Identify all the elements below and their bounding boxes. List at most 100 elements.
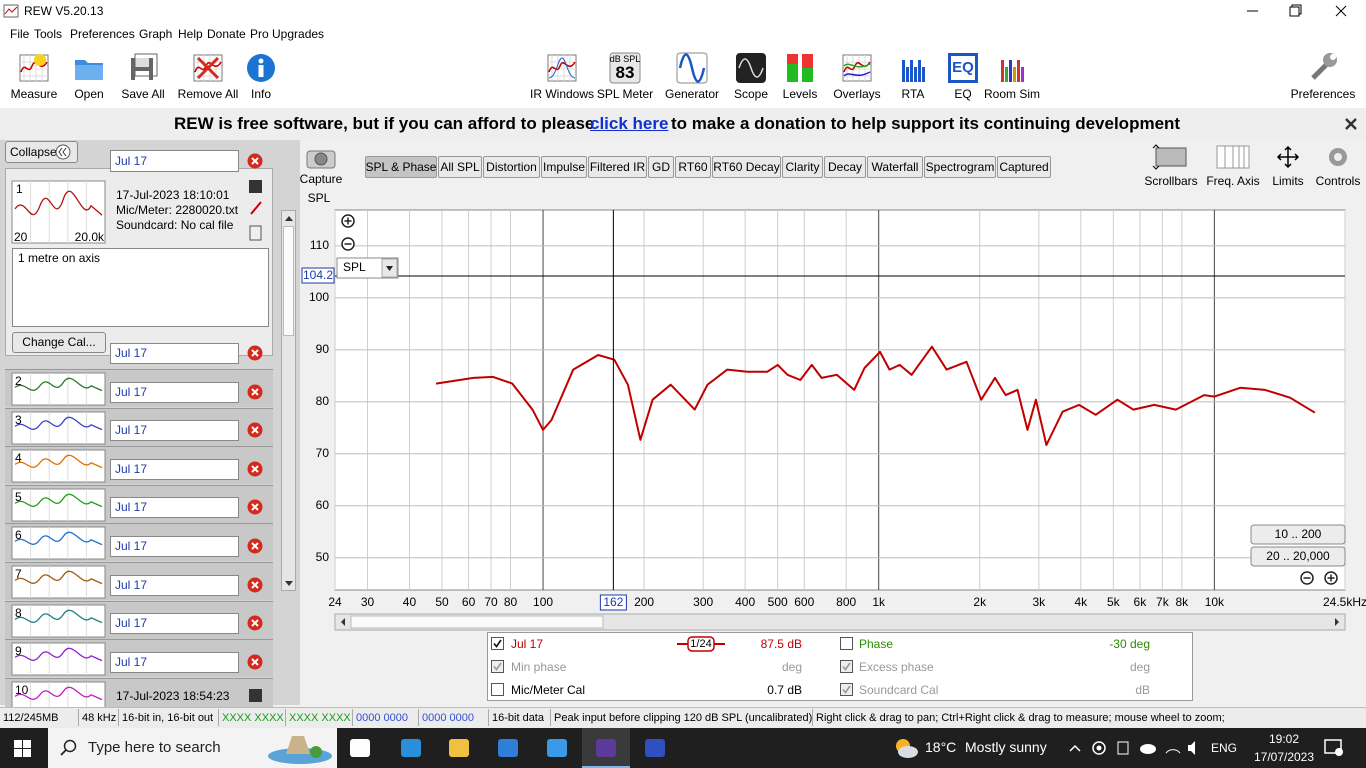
menu-item[interactable]: Help bbox=[178, 27, 203, 41]
graph-control-icon[interactable] bbox=[1215, 145, 1251, 169]
start-button[interactable] bbox=[14, 740, 31, 757]
toolbar-label[interactable]: EQ bbox=[954, 87, 972, 101]
name-field[interactable] bbox=[110, 497, 239, 518]
remove-button[interactable] bbox=[247, 615, 263, 631]
graph-tab-label[interactable]: Waterfall bbox=[871, 160, 919, 174]
name-field[interactable] bbox=[110, 652, 239, 673]
toolbar-icon[interactable] bbox=[18, 52, 50, 84]
graph-tab-label[interactable]: RT60 Decay bbox=[713, 160, 780, 174]
taskbar-app[interactable] bbox=[497, 737, 519, 759]
name-field[interactable] bbox=[110, 613, 239, 634]
notification-icon[interactable] bbox=[1324, 739, 1344, 757]
remove-button[interactable] bbox=[247, 499, 263, 515]
tray-icons[interactable] bbox=[1068, 738, 1198, 758]
remove-button[interactable] bbox=[247, 654, 263, 670]
toolbar-icon[interactable] bbox=[1307, 50, 1339, 84]
toolbar-label[interactable]: IR Windows bbox=[529, 87, 595, 101]
toolbar-label[interactable]: Generator bbox=[664, 87, 720, 101]
toolbar-label[interactable]: Save All bbox=[121, 87, 165, 101]
graph-tab[interactable] bbox=[365, 156, 437, 178]
menu-item[interactable]: Donate bbox=[207, 27, 246, 41]
change-cal-button[interactable] bbox=[12, 332, 106, 353]
change-cal-label[interactable]: Change Cal... bbox=[22, 335, 96, 349]
checkbox[interactable] bbox=[491, 637, 504, 650]
name-field[interactable] bbox=[110, 575, 239, 596]
graph-control-label[interactable]: Freq. Axis bbox=[1206, 174, 1260, 188]
remove-button[interactable] bbox=[247, 422, 263, 438]
name-field[interactable] bbox=[110, 150, 239, 172]
remove-button[interactable] bbox=[247, 153, 263, 169]
toolbar-label[interactable]: Preferences bbox=[1290, 87, 1356, 101]
graph-control-label[interactable]: Limits bbox=[1272, 174, 1304, 188]
zoom-out[interactable] bbox=[341, 237, 355, 251]
toolbar-icon[interactable] bbox=[784, 52, 816, 84]
graph-control-label[interactable]: Scrollbars bbox=[1144, 174, 1198, 188]
graph-tab-label[interactable]: GD bbox=[652, 160, 670, 174]
menu-item[interactable]: File bbox=[10, 27, 30, 41]
measurement-tool[interactable] bbox=[248, 178, 264, 242]
banner-link[interactable]: click here bbox=[590, 114, 669, 133]
zoom-out[interactable] bbox=[1300, 571, 1314, 585]
scroll-arrows[interactable] bbox=[282, 212, 296, 590]
toolbar-icon[interactable] bbox=[735, 52, 767, 84]
remove-button[interactable] bbox=[247, 345, 263, 361]
graph-tab-label[interactable]: All SPL bbox=[440, 160, 480, 174]
toolbar-label[interactable]: Info bbox=[250, 87, 272, 101]
measurement-name[interactable]: Jul 17 bbox=[115, 346, 148, 360]
toolbar-label[interactable]: Overlays bbox=[833, 87, 881, 101]
toolbar-icon[interactable] bbox=[127, 52, 159, 84]
measurement-tool[interactable] bbox=[248, 688, 264, 704]
graph-tab-label[interactable]: SPL & Phase bbox=[365, 160, 437, 174]
zoom-in[interactable] bbox=[341, 214, 355, 228]
taskbar-app[interactable] bbox=[546, 737, 568, 759]
graph-tab[interactable] bbox=[824, 156, 866, 178]
window-controls[interactable] bbox=[1230, 2, 1360, 20]
toolbar-icon[interactable] bbox=[676, 52, 708, 84]
measurement-name[interactable]: Jul 17 bbox=[115, 616, 148, 630]
toolbar-icon[interactable] bbox=[841, 52, 873, 84]
taskbar-app[interactable] bbox=[400, 737, 422, 759]
measurement-name[interactable]: Jul 17 bbox=[115, 462, 148, 476]
capture-label[interactable]: Capture bbox=[299, 172, 343, 186]
range-button[interactable] bbox=[1250, 524, 1346, 545]
toolbar-label[interactable]: Room Sim bbox=[983, 87, 1041, 101]
menu-item[interactable]: Tools bbox=[34, 27, 63, 41]
toolbar-label[interactable]: Remove All bbox=[177, 87, 239, 101]
remove-button[interactable] bbox=[247, 577, 263, 593]
measurement-name[interactable]: Jul 17 bbox=[115, 578, 148, 592]
name-field[interactable] bbox=[110, 420, 239, 441]
trace-dropdown[interactable] bbox=[336, 257, 399, 279]
graph-tab-label[interactable]: Impulse bbox=[542, 160, 586, 174]
taskbar-app[interactable] bbox=[448, 737, 470, 759]
toolbar-label[interactable]: Scope bbox=[733, 87, 769, 101]
toolbar-label[interactable]: RTA bbox=[901, 87, 925, 101]
taskbar-app[interactable] bbox=[595, 737, 617, 759]
graph-tab[interactable] bbox=[712, 156, 781, 178]
graph-tab[interactable] bbox=[588, 156, 647, 178]
graph-tab[interactable] bbox=[483, 156, 540, 178]
toolbar-icon[interactable] bbox=[192, 52, 224, 84]
graph-tab[interactable] bbox=[675, 156, 711, 178]
graph-tab-label[interactable]: RT60 bbox=[678, 160, 708, 174]
graph-tab-label[interactable]: Spectrogram bbox=[925, 160, 995, 174]
range-button[interactable] bbox=[1250, 546, 1346, 567]
remove-button[interactable] bbox=[247, 384, 263, 400]
checkbox[interactable] bbox=[840, 637, 853, 650]
toolbar-label[interactable]: SPL Meter bbox=[596, 87, 654, 101]
graph-control-icon[interactable] bbox=[1270, 145, 1306, 169]
checkbox[interactable] bbox=[840, 683, 853, 696]
toolbar-icon[interactable] bbox=[245, 52, 277, 84]
toolbar-label[interactable]: Open bbox=[74, 87, 104, 101]
graph-tab-label[interactable]: Clarity bbox=[785, 160, 820, 174]
graph-tab[interactable] bbox=[782, 156, 823, 178]
measurement-name[interactable]: Jul 17 bbox=[115, 655, 148, 669]
graph-tab[interactable] bbox=[648, 156, 674, 178]
graph-tab[interactable] bbox=[867, 156, 923, 178]
graph-tab-label[interactable]: Filtered IR bbox=[589, 160, 646, 174]
menu-item[interactable]: Pro Upgrades bbox=[250, 27, 325, 41]
graph-control-label[interactable]: Controls bbox=[1315, 174, 1361, 188]
zoom-in[interactable] bbox=[1324, 571, 1338, 585]
toolbar-icon[interactable] bbox=[73, 52, 105, 84]
toolbar-icon[interactable] bbox=[546, 52, 578, 84]
measurement-name[interactable]: Jul 17 bbox=[115, 423, 148, 437]
